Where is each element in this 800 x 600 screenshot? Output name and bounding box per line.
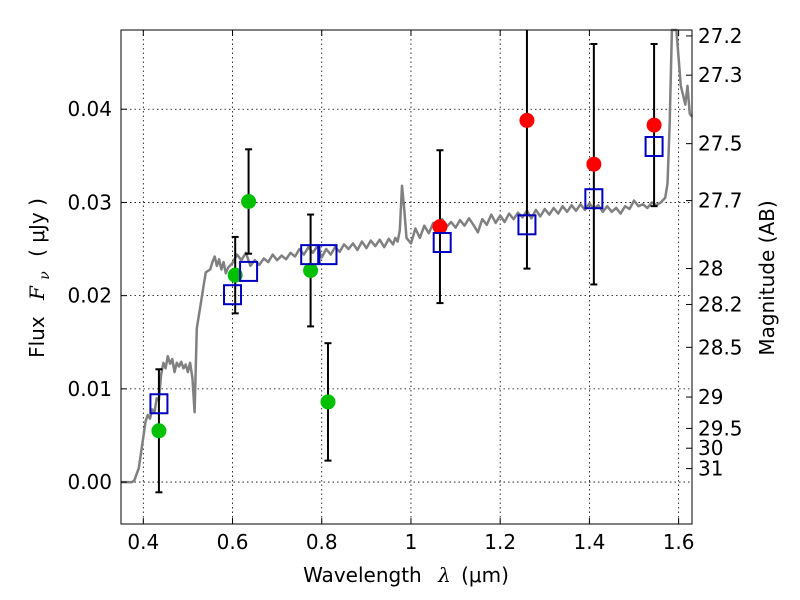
magnitude-tick-label: 28.5 xyxy=(698,335,743,359)
x-tick-label: 0.8 xyxy=(306,530,338,554)
green-data-point xyxy=(151,423,167,439)
x-tick-label: 1.2 xyxy=(484,530,516,554)
magnitude-axis-label: Magnitude (AB) xyxy=(755,200,779,355)
y-tick-label: 0.01 xyxy=(67,377,112,401)
model-sed-line xyxy=(121,28,693,484)
y-tick-label: 0.02 xyxy=(67,284,112,308)
box-layer xyxy=(149,136,664,415)
x-tick-label: 0.4 xyxy=(127,530,159,554)
magnitude-tick-label: 29.5 xyxy=(698,416,743,440)
model-box-marker xyxy=(300,244,320,266)
plot-frame xyxy=(120,29,693,525)
x-axis-label-text: Wavelength xyxy=(303,563,422,587)
model-box-marker xyxy=(149,393,169,415)
model-layer xyxy=(121,28,693,484)
magnitude-tick-label: 29 xyxy=(698,385,723,409)
magnitude-tick-label: 28.2 xyxy=(698,292,743,316)
green-data-point xyxy=(241,194,257,210)
x-axis-label-symbol: λ xyxy=(437,563,451,587)
model-box-marker xyxy=(644,136,664,158)
magnitude-tick-label: 27.2 xyxy=(698,24,743,48)
red-data-point xyxy=(432,219,448,235)
green-data-point xyxy=(227,267,243,283)
point-layer xyxy=(151,112,662,439)
x-tick-label: 1 xyxy=(405,530,418,554)
red-data-point xyxy=(586,156,602,172)
model-box-marker xyxy=(318,244,338,266)
green-data-point xyxy=(320,394,336,410)
model-box-marker xyxy=(223,284,243,306)
model-box-marker xyxy=(239,260,259,282)
tick-layer: 0.4 0.6 0.8 1 1.2 1.4 1.6 0.00 0.01 0.02 0.03 0.04 2… xyxy=(67,24,742,554)
y-axis-label-symbol: F xyxy=(25,285,49,301)
model-box-marker xyxy=(432,232,452,254)
red-data-point xyxy=(519,112,535,128)
model-box-marker xyxy=(517,214,537,236)
grid-layer xyxy=(121,30,692,524)
magnitude-tick-label: 31 xyxy=(698,457,723,481)
x-axis-label-unit: (μm) xyxy=(461,563,509,587)
x-tick-label: 1.4 xyxy=(573,530,605,554)
green-data-point xyxy=(303,262,319,278)
y-axis-label-text: Flux xyxy=(25,316,49,358)
y-tick-label: 0.00 xyxy=(67,470,112,494)
x-tick-label: 1.6 xyxy=(663,530,695,554)
y-tick-label: 0.03 xyxy=(67,190,112,214)
x-axis-label: Wavelength λ (μm) xyxy=(303,563,509,587)
red-data-point xyxy=(646,117,662,133)
model-box-marker xyxy=(584,188,604,210)
magnitude-tick-label: 30 xyxy=(698,436,723,460)
magnitude-tick-label: 27.7 xyxy=(698,189,743,213)
magnitude-tick-label: 27.3 xyxy=(698,63,743,87)
y-axis-label-unit: ( μJy ) xyxy=(25,198,49,257)
y-axis-label-subscript: ν xyxy=(37,271,53,280)
x-tick-label: 0.6 xyxy=(217,530,249,554)
magnitude-tick-label: 27.5 xyxy=(698,132,743,156)
magnitude-tick-label: 28 xyxy=(698,257,723,281)
y-axis-label: Flux F ν ( μJy ) xyxy=(25,198,54,358)
errorbar-layer xyxy=(155,30,658,494)
y-tick-label: 0.04 xyxy=(67,97,112,121)
